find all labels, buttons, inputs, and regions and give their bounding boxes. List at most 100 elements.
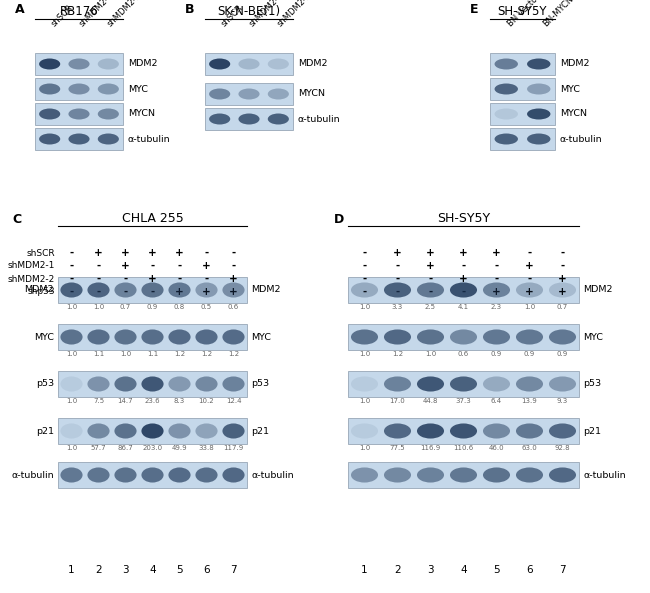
Text: 6: 6 [203, 565, 210, 575]
Bar [490, 78, 555, 100]
Text: +: + [229, 274, 238, 284]
Text: 86.7: 86.7 [118, 445, 133, 451]
Text: 6.4: 6.4 [491, 398, 502, 404]
Ellipse shape [142, 423, 164, 439]
Text: 4.1: 4.1 [458, 304, 469, 310]
Text: +: + [148, 274, 157, 284]
Text: MYCN: MYCN [298, 90, 325, 98]
Text: SK-N-BE(1): SK-N-BE(1) [218, 5, 281, 18]
Ellipse shape [98, 59, 119, 69]
Text: 2.3: 2.3 [491, 304, 502, 310]
Ellipse shape [39, 109, 60, 120]
Text: +: + [525, 261, 534, 271]
Bar [348, 418, 579, 444]
Text: 63.0: 63.0 [521, 445, 538, 451]
Ellipse shape [196, 467, 218, 483]
Ellipse shape [114, 282, 136, 298]
Bar [58, 462, 247, 488]
Text: α-tubulin: α-tubulin [298, 114, 341, 123]
Text: shMDM2-1: shMDM2-1 [77, 0, 115, 28]
Text: 0.9: 0.9 [557, 351, 568, 357]
Text: 14.7: 14.7 [118, 398, 133, 404]
Text: 23.6: 23.6 [145, 398, 161, 404]
Text: 5: 5 [176, 565, 183, 575]
Bar [348, 324, 579, 350]
Text: 0.9: 0.9 [147, 304, 158, 310]
Ellipse shape [239, 59, 259, 69]
Text: E: E [470, 3, 478, 16]
Text: 3.3: 3.3 [392, 304, 403, 310]
Bar [490, 103, 555, 125]
Bar [490, 128, 555, 150]
Text: shMDM2-2: shMDM2-2 [8, 275, 55, 283]
Text: -: - [96, 261, 101, 271]
Text: shp53: shp53 [27, 288, 55, 296]
Ellipse shape [351, 377, 378, 391]
Text: +: + [558, 274, 567, 284]
Text: RB176: RB176 [60, 5, 98, 18]
Ellipse shape [60, 330, 83, 345]
Text: 1.0: 1.0 [425, 351, 436, 357]
Ellipse shape [417, 423, 444, 439]
Bar [205, 53, 293, 75]
Bar [348, 462, 579, 488]
Ellipse shape [549, 377, 576, 391]
Text: p53: p53 [583, 380, 601, 388]
Text: 1.2: 1.2 [228, 351, 239, 357]
Text: +: + [393, 248, 402, 258]
Text: p21: p21 [251, 426, 269, 435]
Ellipse shape [222, 377, 244, 391]
Ellipse shape [384, 330, 411, 345]
Text: 1.2: 1.2 [174, 351, 185, 357]
Text: -: - [462, 287, 465, 297]
Text: 0.9: 0.9 [524, 351, 535, 357]
Ellipse shape [417, 282, 444, 298]
Ellipse shape [68, 109, 90, 120]
Text: -: - [428, 287, 433, 297]
Text: A: A [15, 3, 25, 16]
Text: MYC: MYC [560, 84, 580, 94]
Bar [35, 103, 123, 125]
Text: 92.8: 92.8 [554, 445, 570, 451]
Text: 13.9: 13.9 [521, 398, 538, 404]
Text: 7.5: 7.5 [93, 398, 104, 404]
Ellipse shape [516, 423, 543, 439]
Text: -: - [363, 261, 367, 271]
Ellipse shape [114, 467, 136, 483]
Ellipse shape [222, 282, 244, 298]
Ellipse shape [527, 109, 551, 120]
Text: 12.4: 12.4 [226, 398, 241, 404]
Ellipse shape [483, 282, 510, 298]
Text: +: + [229, 287, 238, 297]
Text: shSCR: shSCR [220, 3, 245, 28]
Text: -: - [395, 261, 400, 271]
Bar [348, 277, 579, 303]
Text: 44.8: 44.8 [422, 398, 438, 404]
Text: -: - [150, 261, 155, 271]
Ellipse shape [450, 377, 477, 391]
Text: 110.6: 110.6 [454, 445, 474, 451]
Ellipse shape [495, 84, 518, 94]
Ellipse shape [549, 330, 576, 345]
Ellipse shape [483, 423, 510, 439]
Bar [58, 324, 247, 350]
Ellipse shape [88, 467, 110, 483]
Ellipse shape [549, 467, 576, 483]
Text: 1: 1 [361, 565, 368, 575]
Ellipse shape [450, 467, 477, 483]
Text: BN Vector: BN Vector [506, 0, 542, 28]
Text: 1.0: 1.0 [359, 398, 370, 404]
Text: +: + [121, 261, 130, 271]
Text: shSCR: shSCR [49, 3, 75, 28]
Text: 17.0: 17.0 [389, 398, 406, 404]
Ellipse shape [196, 282, 218, 298]
Text: 3: 3 [427, 565, 434, 575]
Ellipse shape [450, 282, 477, 298]
Text: MYCN: MYCN [560, 110, 587, 119]
Ellipse shape [495, 133, 518, 145]
Text: +: + [175, 287, 184, 297]
Text: α-tubulin: α-tubulin [560, 135, 603, 144]
Ellipse shape [196, 423, 218, 439]
Text: 37.3: 37.3 [456, 398, 471, 404]
Text: -: - [363, 274, 367, 284]
